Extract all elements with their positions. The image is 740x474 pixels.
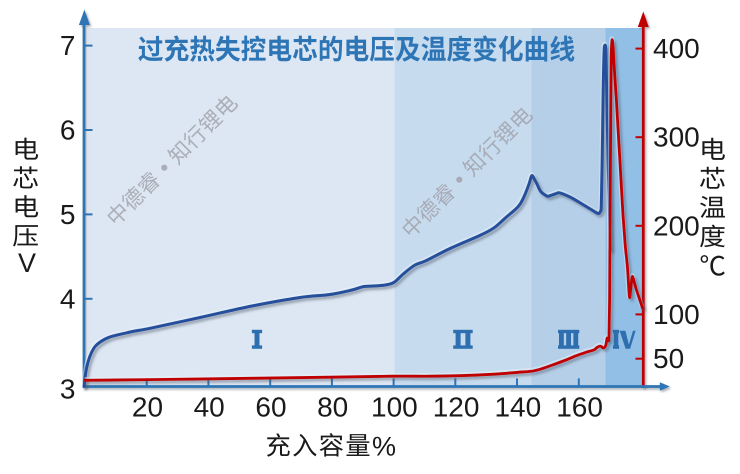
svg-text:80: 80 [317,392,348,423]
svg-text:100: 100 [653,299,700,330]
svg-text:400: 400 [653,33,700,64]
svg-text:4: 4 [60,283,76,314]
svg-text:160: 160 [556,392,603,423]
svg-text:100: 100 [371,392,418,423]
svg-text:300: 300 [653,122,700,153]
svg-text:200: 200 [653,210,700,241]
svg-text:%: % [372,432,396,462]
svg-text:V: V [18,248,36,278]
svg-text:140: 140 [494,392,541,423]
svg-text:50: 50 [653,343,684,374]
svg-text:5: 5 [60,199,76,230]
svg-text:20: 20 [132,392,163,423]
svg-text:40: 40 [194,392,225,423]
svg-text:7: 7 [60,30,76,61]
svg-text:60: 60 [255,392,286,423]
svg-text:120: 120 [433,392,480,423]
svg-text:3: 3 [60,373,76,404]
svg-text:6: 6 [60,115,76,146]
